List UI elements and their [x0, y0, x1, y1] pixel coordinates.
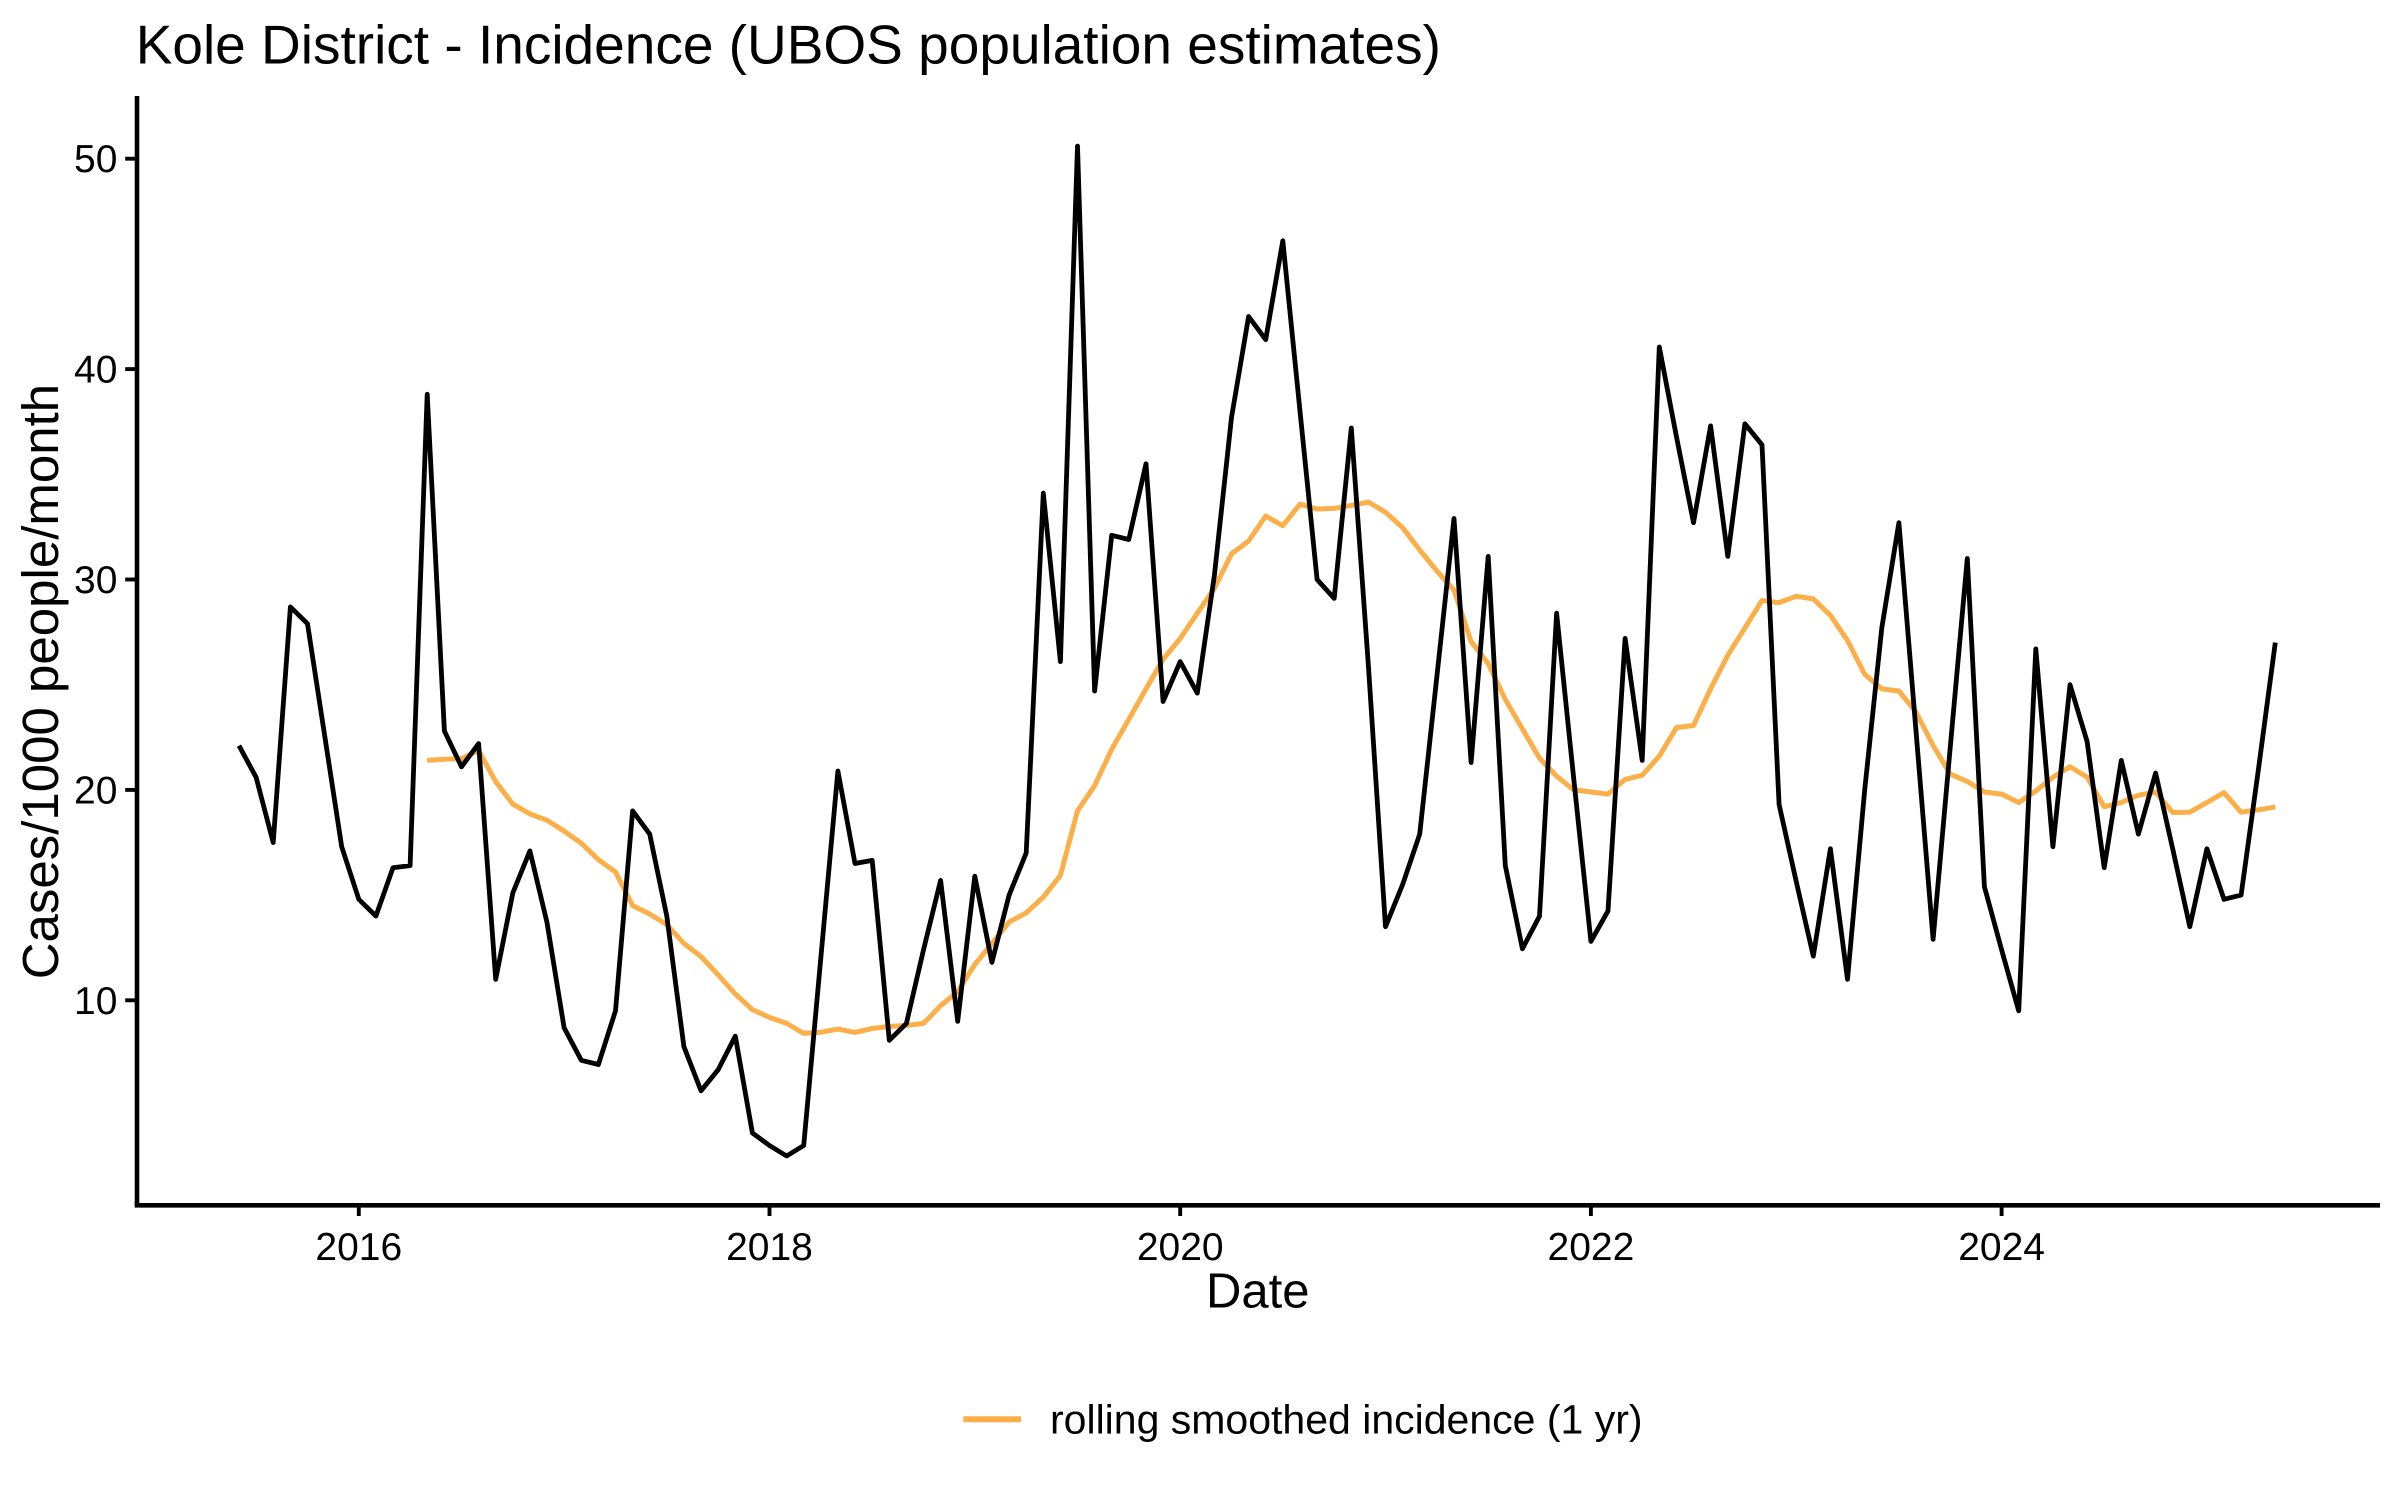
svg-text:2024: 2024 — [1958, 1226, 2045, 1269]
svg-text:rolling smoothed incidence (1: rolling smoothed incidence (1 yr) — [1050, 1396, 1643, 1442]
svg-text:2016: 2016 — [315, 1226, 402, 1269]
svg-text:20: 20 — [74, 769, 117, 812]
svg-text:50: 50 — [74, 138, 117, 181]
svg-text:2022: 2022 — [1548, 1226, 1635, 1269]
svg-text:30: 30 — [74, 559, 117, 602]
svg-text:2020: 2020 — [1137, 1226, 1224, 1269]
svg-text:10: 10 — [74, 980, 117, 1023]
svg-text:Date: Date — [1206, 1265, 1310, 1319]
svg-text:2018: 2018 — [726, 1226, 813, 1269]
svg-text:Kole District - Incidence (UBO: Kole District - Incidence (UBOS populati… — [136, 13, 1441, 75]
svg-text:40: 40 — [74, 349, 117, 392]
svg-text:Cases/1000 people/month: Cases/1000 people/month — [12, 384, 69, 979]
